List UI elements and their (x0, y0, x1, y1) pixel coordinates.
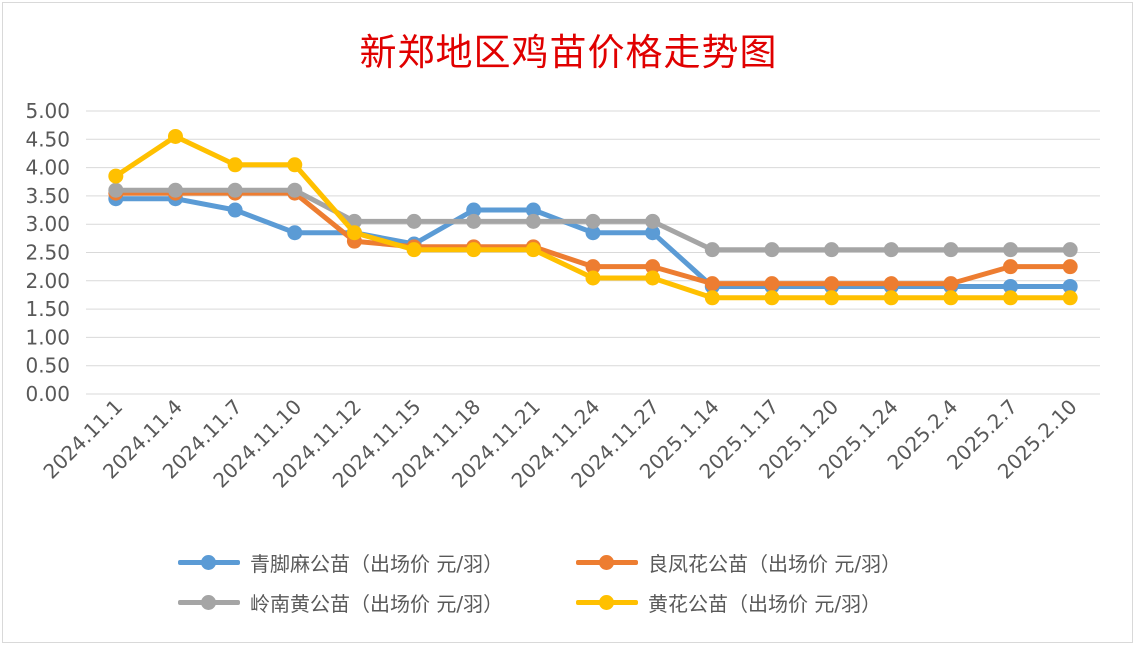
legend-marker (201, 595, 216, 610)
y-tick-label: 5.00 (25, 99, 70, 123)
y-tick-label: 3.00 (25, 212, 70, 236)
legend-symbol (178, 545, 240, 579)
data-point (704, 276, 720, 292)
data-point (406, 242, 422, 258)
data-point (764, 290, 780, 306)
data-point (883, 290, 899, 306)
data-point (227, 202, 243, 218)
legend-item-series-3: 岭南黄公苗（出场价 元/羽） (178, 585, 503, 619)
data-point (1003, 278, 1019, 294)
data-point (227, 182, 243, 198)
y-tick-label: 2.00 (25, 269, 70, 293)
data-point (466, 202, 482, 218)
legend-label: 黄花公苗（出场价 元/羽） (648, 591, 882, 616)
data-point (287, 225, 303, 241)
data-point (287, 182, 303, 198)
data-point (585, 259, 601, 275)
legend-marker (599, 555, 614, 570)
y-tick-label: 1.50 (25, 297, 70, 321)
data-point (525, 213, 541, 229)
y-tick-label: 4.50 (25, 127, 70, 151)
y-tick-label: 0.00 (25, 382, 70, 406)
legend-item-series-2: 良凤花公苗（出场价 元/羽） (576, 545, 901, 579)
legend-label: 青脚麻公苗（出场价 元/羽） (250, 551, 504, 576)
legend-label: 岭南黄公苗（出场价 元/羽） (250, 591, 504, 616)
y-tick-label: 0.50 (25, 354, 70, 378)
data-point (883, 242, 899, 258)
data-point (346, 225, 362, 241)
data-point (108, 182, 124, 198)
data-point (704, 290, 720, 306)
data-point (227, 157, 243, 173)
data-point (645, 270, 661, 286)
data-point (287, 157, 303, 173)
data-point (167, 128, 183, 144)
data-point (1003, 290, 1019, 306)
data-point (585, 270, 601, 286)
legend-symbol (576, 585, 638, 619)
chart-title: 新郑地区鸡苗价格走势图 (359, 31, 778, 74)
legend-symbol (576, 545, 638, 579)
data-point (525, 242, 541, 258)
data-point (525, 202, 541, 218)
legend-item-series-1: 青脚麻公苗（出场价 元/羽） (178, 545, 503, 579)
data-point (764, 242, 780, 258)
data-point (824, 290, 840, 306)
data-point (943, 242, 959, 258)
data-point (704, 242, 720, 258)
data-point (1062, 259, 1078, 275)
data-point (764, 276, 780, 292)
legend-symbol (178, 585, 240, 619)
y-tick-label: 1.00 (25, 325, 70, 349)
data-point (645, 259, 661, 275)
legend-marker (599, 595, 614, 610)
data-point (1062, 278, 1078, 294)
y-tick-label: 3.50 (25, 184, 70, 208)
data-point (943, 276, 959, 292)
data-point (466, 213, 482, 229)
data-point (585, 213, 601, 229)
data-point (824, 242, 840, 258)
data-point (645, 225, 661, 241)
y-tick-label: 2.50 (25, 241, 70, 265)
data-point (1062, 290, 1078, 306)
legend-item-series-4: 黄花公苗（出场价 元/羽） (576, 585, 881, 619)
data-point (1062, 242, 1078, 258)
data-point (406, 213, 422, 229)
data-point (824, 276, 840, 292)
legend-label: 良凤花公苗（出场价 元/羽） (648, 551, 902, 576)
data-point (466, 242, 482, 258)
data-point (1003, 259, 1019, 275)
data-point (585, 225, 601, 241)
data-point (167, 182, 183, 198)
data-point (883, 276, 899, 292)
data-point (943, 290, 959, 306)
data-point (108, 168, 124, 184)
data-point (1003, 242, 1019, 258)
y-tick-label: 4.00 (25, 156, 70, 180)
legend-marker (201, 555, 216, 570)
data-point (645, 213, 661, 229)
